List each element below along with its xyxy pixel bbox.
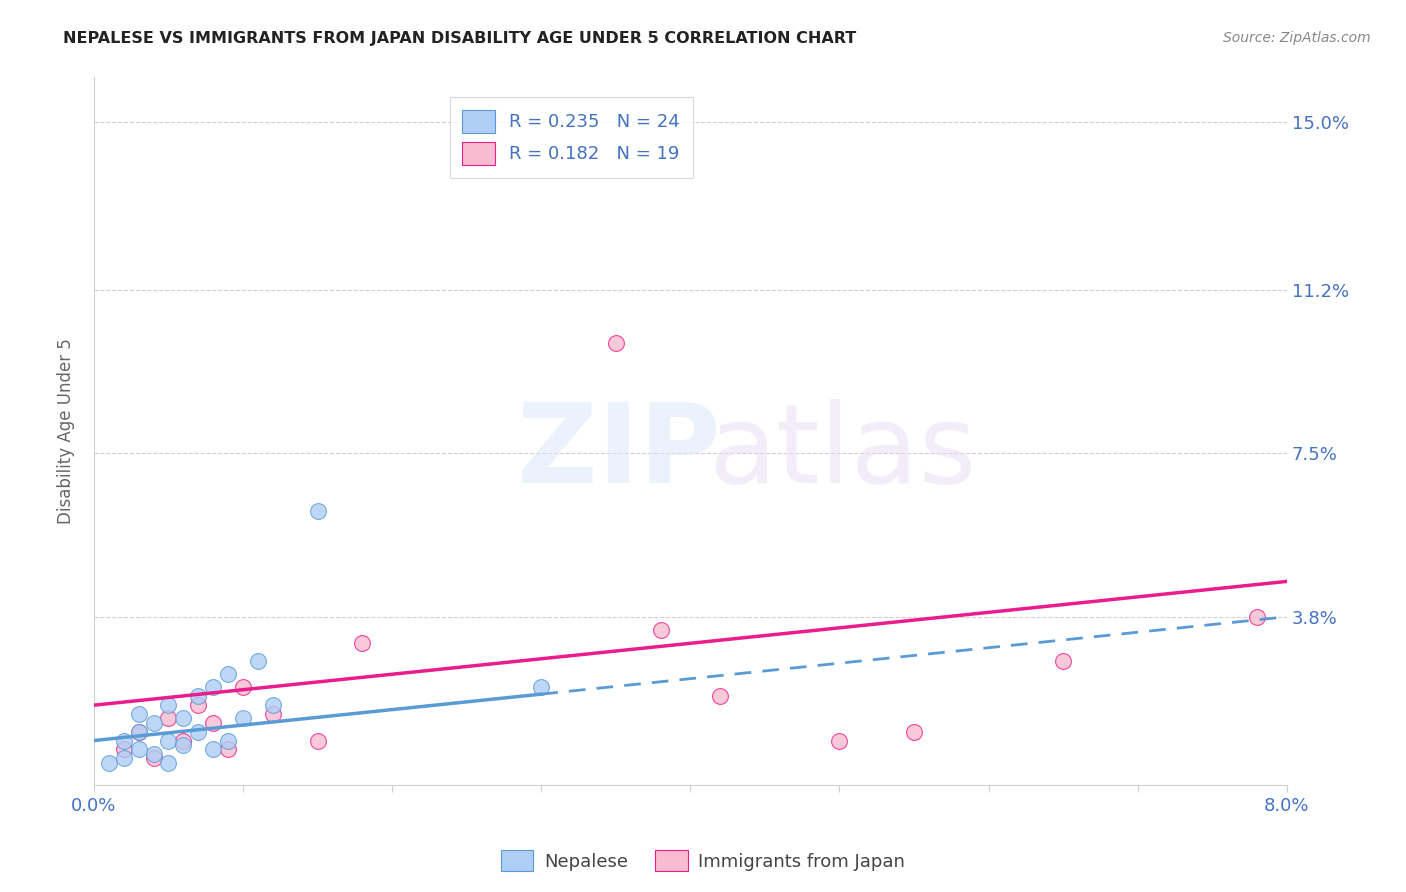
Point [650, 623, 672, 637]
Point [142, 715, 165, 730]
Point [217, 667, 239, 681]
Point [903, 724, 925, 739]
Point [157, 733, 180, 747]
Point [112, 742, 135, 756]
Point [232, 681, 254, 695]
Point [1052, 654, 1074, 668]
Text: atlas: atlas [709, 399, 977, 506]
Point [172, 711, 194, 725]
Text: ZIP: ZIP [517, 399, 721, 506]
Point [202, 715, 225, 730]
Point [307, 504, 329, 518]
Text: Source: ZipAtlas.com: Source: ZipAtlas.com [1223, 31, 1371, 45]
Point [246, 654, 269, 668]
Y-axis label: Disability Age Under 5: Disability Age Under 5 [58, 338, 75, 524]
Point [128, 742, 150, 756]
Point [128, 724, 150, 739]
Point [202, 742, 225, 756]
Point [217, 742, 239, 756]
Point [262, 706, 284, 721]
Point [112, 751, 135, 765]
Point [128, 724, 150, 739]
Point [1246, 609, 1268, 624]
Point [142, 751, 165, 765]
Point [157, 711, 180, 725]
Point [709, 690, 731, 704]
Point [828, 733, 851, 747]
Point [187, 698, 209, 713]
Point [172, 733, 194, 747]
Point [307, 733, 329, 747]
Point [262, 698, 284, 713]
Point [202, 681, 225, 695]
Point [605, 335, 627, 350]
Point [142, 747, 165, 761]
Point [530, 681, 553, 695]
Legend: Nepalese, Immigrants from Japan: Nepalese, Immigrants from Japan [494, 843, 912, 879]
Point [217, 733, 239, 747]
Point [232, 711, 254, 725]
Point [157, 698, 180, 713]
Point [128, 706, 150, 721]
Point [352, 636, 374, 650]
Point [157, 756, 180, 770]
Point [187, 724, 209, 739]
Point [97, 756, 120, 770]
Legend: R = 0.235   N = 24, R = 0.182   N = 19: R = 0.235 N = 24, R = 0.182 N = 19 [450, 97, 693, 178]
Point [172, 738, 194, 752]
Point [112, 733, 135, 747]
Point [187, 690, 209, 704]
Text: NEPALESE VS IMMIGRANTS FROM JAPAN DISABILITY AGE UNDER 5 CORRELATION CHART: NEPALESE VS IMMIGRANTS FROM JAPAN DISABI… [63, 31, 856, 46]
